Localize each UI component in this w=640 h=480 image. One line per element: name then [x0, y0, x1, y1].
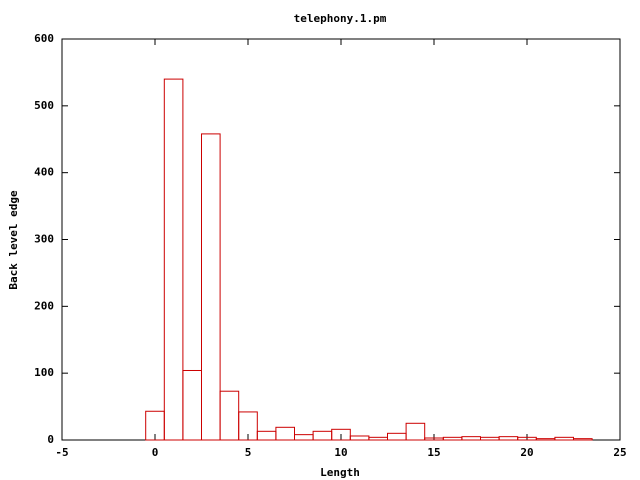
- y-axis-label: Back level edge: [7, 190, 20, 290]
- bar: [573, 438, 593, 441]
- y-tick-label: 600: [34, 32, 54, 45]
- x-tick-label: 10: [334, 446, 347, 459]
- x-tick-label: 20: [520, 446, 533, 459]
- x-tick-label: 0: [152, 446, 159, 459]
- bar: [331, 428, 351, 441]
- bar: [275, 426, 295, 441]
- bar: [238, 411, 258, 441]
- x-tick-label: -5: [55, 446, 68, 459]
- y-tick-label: 200: [34, 299, 54, 312]
- y-tick-label: 400: [34, 166, 54, 179]
- y-tick-label: 100: [34, 366, 54, 379]
- y-tick-label: 0: [47, 433, 54, 446]
- chart-title: telephony.1.pm: [294, 12, 387, 25]
- bar: [405, 422, 426, 441]
- bar: [201, 133, 221, 441]
- x-tick-label: 25: [613, 446, 626, 459]
- y-tick-label: 300: [34, 233, 54, 246]
- x-tick-label: 5: [245, 446, 252, 459]
- y-tick-label: 500: [34, 99, 54, 112]
- bar: [163, 78, 184, 441]
- x-axis-label: Length: [320, 466, 360, 479]
- x-tick-label: 15: [427, 446, 440, 459]
